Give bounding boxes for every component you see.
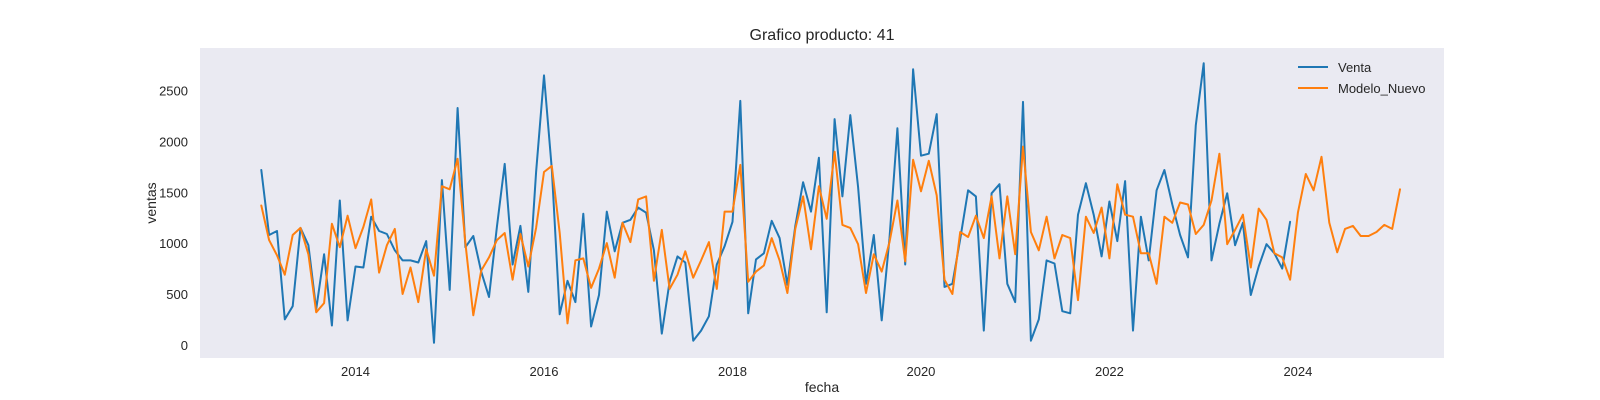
y-tick-label: 1500 — [159, 185, 188, 200]
y-tick-label: 1000 — [159, 236, 188, 251]
series-line-modelo-nuevo — [260, 145, 1401, 325]
legend: Venta Modelo_Nuevo — [1298, 60, 1425, 96]
x-tick-label: 2020 — [906, 364, 935, 379]
legend-entry-label: Venta — [1338, 60, 1372, 75]
x-tick-label: 2022 — [1095, 364, 1124, 379]
y-tick-label: 0 — [181, 338, 188, 353]
y-axis-label: ventas — [143, 182, 159, 223]
y-tick-label: 2500 — [159, 84, 188, 99]
series-group — [260, 62, 1401, 344]
y-tick-label: 2000 — [159, 135, 188, 150]
series-line-venta — [260, 62, 1292, 344]
legend-entry-label: Modelo_Nuevo — [1338, 81, 1425, 96]
y-tick-label: 500 — [166, 287, 188, 302]
x-tick-label: 2024 — [1283, 364, 1312, 379]
x-axis-label: fecha — [805, 379, 839, 395]
x-tick-label: 2014 — [341, 364, 370, 379]
x-ticks: 2014 2016 2018 2020 2022 2024 — [341, 364, 1312, 379]
chart-title: Grafico producto: 41 — [750, 27, 895, 44]
x-tick-label: 2018 — [718, 364, 747, 379]
x-tick-label: 2016 — [530, 364, 559, 379]
y-ticks: 0 500 1000 1500 2000 2500 — [159, 84, 188, 353]
